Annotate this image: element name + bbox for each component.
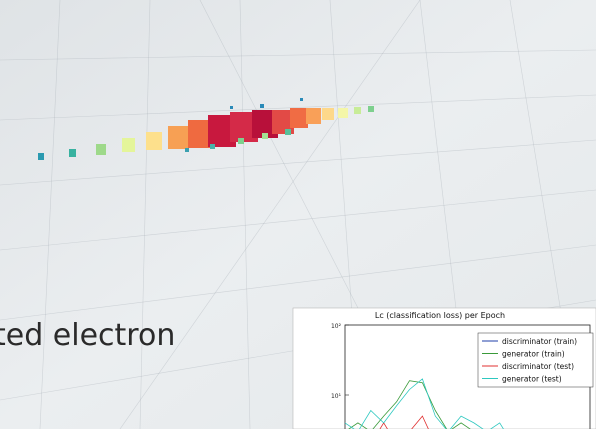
cube <box>300 98 303 101</box>
cube <box>290 108 308 128</box>
slide: ted electron Lc (classification loss) pe… <box>0 0 596 429</box>
cube <box>322 108 334 120</box>
cube <box>38 153 44 160</box>
legend-label: discriminator (test) <box>502 362 574 371</box>
cube <box>285 129 291 135</box>
cube <box>210 144 215 149</box>
cube <box>146 132 162 150</box>
cube <box>230 106 233 109</box>
cube <box>69 149 76 157</box>
cube <box>185 148 189 152</box>
cube <box>122 138 135 152</box>
y-tick-label: 10² <box>331 323 342 330</box>
cube <box>306 108 321 124</box>
cube <box>354 107 361 114</box>
cube <box>368 106 374 112</box>
chart-title: Lc (classification loss) per Epoch <box>375 311 505 320</box>
cube <box>238 138 244 144</box>
cube <box>96 144 106 155</box>
cube <box>338 108 348 118</box>
legend-label: discriminator (train) <box>502 337 577 346</box>
cube <box>260 104 264 108</box>
cube <box>168 126 188 149</box>
cube <box>262 133 268 139</box>
slide-text: ted electron <box>0 318 175 353</box>
y-tick-label: 10¹ <box>331 393 342 400</box>
page: ted electron Lc (classification loss) pe… <box>0 0 596 429</box>
legend-label: generator (train) <box>502 350 565 359</box>
legend-label: generator (test) <box>502 375 562 384</box>
inset-chart: Lc (classification loss) per Epoch 10² 10… <box>293 308 596 429</box>
